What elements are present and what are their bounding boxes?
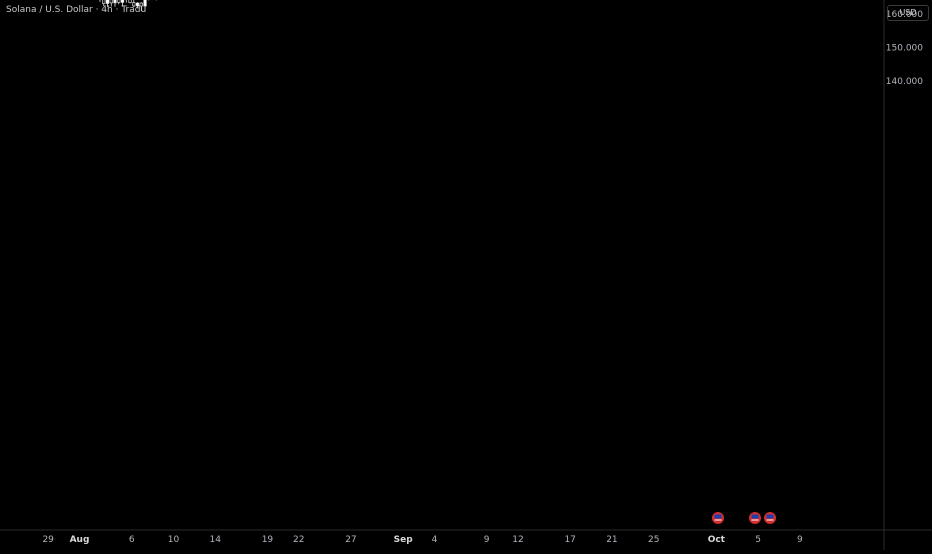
x-tick-label: 4 bbox=[432, 535, 438, 545]
x-tick-label: Sep bbox=[394, 535, 414, 545]
candle bbox=[113, 0, 117, 4]
event-marker-flag bbox=[766, 514, 774, 519]
us-flag-event-icon[interactable] bbox=[712, 512, 724, 524]
candle bbox=[132, 2, 136, 7]
candle bbox=[105, 0, 110, 4]
x-tick-label: 27 bbox=[345, 535, 356, 545]
event-marker-flag bbox=[751, 514, 759, 519]
x-tick-label: 9 bbox=[484, 535, 490, 545]
symbol-title: Solana / U.S. Dollar · 4h · Tradu bbox=[6, 5, 147, 15]
currency-selector[interactable]: USD bbox=[887, 5, 929, 21]
x-tick-label: 5 bbox=[755, 535, 761, 545]
candle bbox=[143, 0, 147, 7]
x-tick-label: 25 bbox=[648, 535, 659, 545]
x-tick-label: 29 bbox=[42, 535, 54, 545]
x-tick-label: 14 bbox=[209, 535, 221, 545]
x-tick-label: Aug bbox=[70, 535, 90, 545]
x-tick-label: 6 bbox=[129, 535, 135, 545]
us-flag-event-icon[interactable] bbox=[764, 512, 776, 524]
event-marker-flag bbox=[714, 514, 722, 519]
y-tick-label: 140.000 bbox=[886, 77, 923, 87]
x-tick-label: 22 bbox=[293, 535, 304, 545]
candle bbox=[120, 0, 125, 3]
candle bbox=[102, 0, 106, 4]
y-tick-label: 160.000 bbox=[886, 10, 923, 20]
x-tick-label: 10 bbox=[168, 535, 180, 545]
candle bbox=[139, 2, 143, 7]
us-flag-event-icon[interactable] bbox=[749, 512, 761, 524]
x-tick-label: 19 bbox=[262, 535, 274, 545]
x-tick-label: 21 bbox=[606, 535, 617, 545]
candles-group bbox=[99, 0, 157, 12]
candle bbox=[128, 0, 132, 3]
x-tick-label: 17 bbox=[564, 535, 575, 545]
y-tick-label: 150.000 bbox=[886, 44, 923, 54]
candle bbox=[135, 2, 140, 7]
x-tick-label: Oct bbox=[708, 535, 726, 545]
x-tick-label: 9 bbox=[797, 535, 803, 545]
candle bbox=[109, 0, 113, 4]
x-tick-label: 12 bbox=[512, 535, 523, 545]
candle bbox=[117, 0, 121, 3]
